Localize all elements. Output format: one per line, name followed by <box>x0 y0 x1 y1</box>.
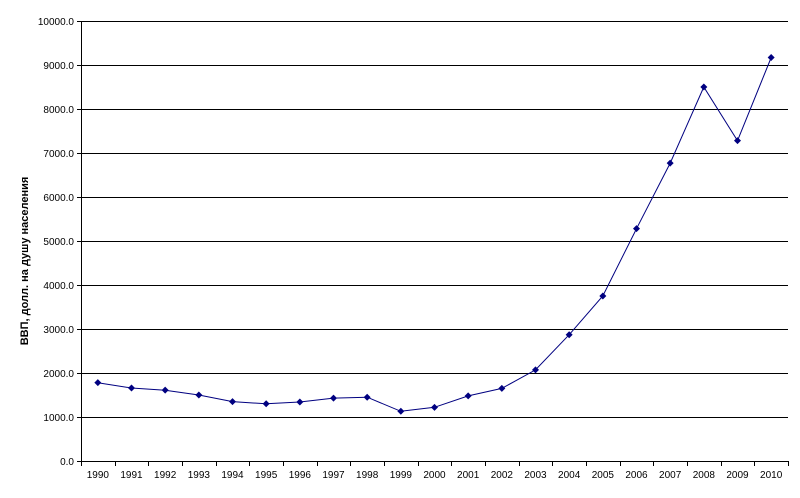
x-tick-label: 2009 <box>726 470 749 481</box>
x-tick-label: 2008 <box>693 470 716 481</box>
y-axis-title: ВВП, долл. на душу населения <box>19 177 31 346</box>
y-tick-label: 8000.0 <box>43 105 74 116</box>
x-tick-label: 2003 <box>524 470 547 481</box>
x-tick-label: 1995 <box>255 470 278 481</box>
y-tick-label: 4000.0 <box>43 281 74 292</box>
x-tick-label: 1997 <box>322 470 345 481</box>
y-tick-label: 1000.0 <box>43 413 74 424</box>
data-point-marker <box>666 159 674 167</box>
y-tick-label: 9000.0 <box>43 61 74 72</box>
data-point-marker <box>128 384 135 392</box>
data-point-marker <box>363 393 371 401</box>
gridlines <box>81 21 788 418</box>
x-tick-label: 1993 <box>188 470 211 481</box>
y-tick-label: 0.0 <box>60 457 74 468</box>
data-point-marker <box>464 392 472 400</box>
data-point-marker <box>431 403 438 411</box>
y-tick-label: 5000.0 <box>43 237 74 248</box>
x-tick-label: 1990 <box>87 470 110 481</box>
data-point-marker <box>700 83 708 91</box>
axes <box>77 21 789 466</box>
data-point-marker <box>633 225 640 233</box>
x-tick-label: 2007 <box>659 470 682 481</box>
x-tick-label: 2000 <box>423 470 446 481</box>
x-tick-label: 1991 <box>120 470 143 481</box>
x-tick-label: 2002 <box>491 470 514 481</box>
data-point-marker <box>296 398 304 406</box>
data-point-marker <box>195 391 203 399</box>
data-point-marker <box>532 366 539 374</box>
y-tick-label: 10000.0 <box>38 17 75 28</box>
y-tick-label: 7000.0 <box>43 149 74 160</box>
data-point-marker <box>94 379 102 387</box>
x-tick-label: 2001 <box>457 470 480 481</box>
series-layer <box>94 54 775 415</box>
data-point-marker <box>565 331 573 339</box>
x-tick-label: 2006 <box>625 470 648 481</box>
data-point-marker <box>229 398 236 406</box>
x-tick-label: 2004 <box>558 470 581 481</box>
data-point-marker <box>767 54 775 62</box>
x-tick-label: 1994 <box>221 470 244 481</box>
data-point-marker <box>734 137 741 145</box>
x-tick-label: 1998 <box>356 470 379 481</box>
data-point-marker <box>330 394 337 402</box>
y-tick-label: 2000.0 <box>43 369 74 380</box>
y-tick-labels: 0.0 1000.0 2000.0 3000.0 4000.0 5000.0 6000.0 7… <box>38 17 75 468</box>
x-tick-label: 2005 <box>592 470 615 481</box>
data-point-marker <box>262 400 270 408</box>
x-tick-label: 1999 <box>390 470 413 481</box>
y-tick-label: 6000.0 <box>43 193 74 204</box>
x-tick-label: 2010 <box>760 470 783 481</box>
x-tick-label: 1996 <box>289 470 312 481</box>
data-point-marker <box>498 384 506 392</box>
x-tick-labels: 1990 1991 1992 1993 1994 1995 1996 1997 1998 1999… <box>87 470 783 481</box>
y-tick-label: 3000.0 <box>43 325 74 336</box>
x-tick-label: 1992 <box>154 470 177 481</box>
data-point-marker <box>161 386 169 394</box>
series-line <box>97 57 772 412</box>
data-point-marker <box>599 292 607 300</box>
data-point-marker <box>397 407 405 415</box>
